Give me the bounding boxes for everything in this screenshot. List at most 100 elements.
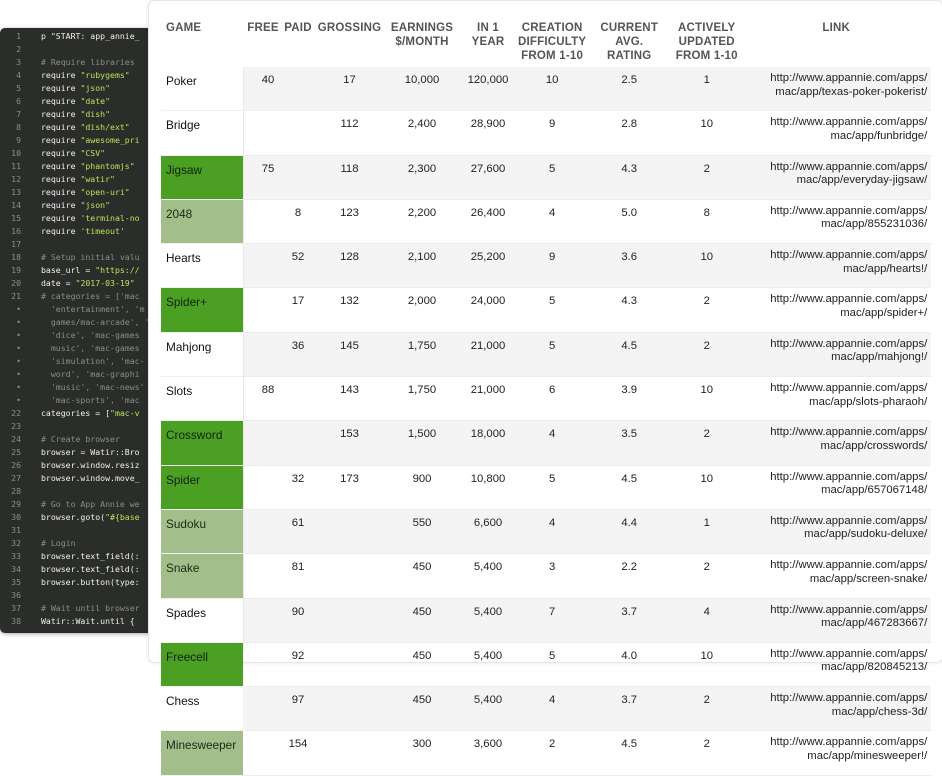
cell-link[interactable]: http://www.appannie.com/apps/mac/app/slo… (741, 376, 932, 422)
link-line[interactable]: http://www.appannie.com/apps/ (770, 337, 928, 350)
link-line[interactable]: http://www.appannie.com/apps/ (770, 426, 928, 439)
cell-link[interactable]: http://www.appannie.com/apps/mac/app/467… (741, 598, 932, 643)
cell-difficulty: 9 (518, 243, 587, 289)
code-line: 11 require "phantomjs" (0, 160, 150, 173)
cell-link[interactable]: http://www.appannie.com/apps/mac/app/cro… (741, 420, 932, 466)
link-line[interactable]: mac/app/hearts!/ (843, 262, 928, 275)
header-line: DIFFICULTY (518, 36, 587, 48)
link-line[interactable]: http://www.appannie.com/apps/ (770, 160, 928, 173)
line-number: 10 (11, 148, 21, 158)
code-line: • 'music', 'mac-news' (0, 381, 150, 394)
header-earnings: EARNINGS $/MONTH (386, 17, 458, 67)
code-token: "https:// (95, 265, 140, 275)
code-line: 2 (0, 43, 150, 56)
link-line[interactable]: mac/app/657067148/ (821, 484, 928, 497)
cell-updated: 2 (672, 553, 742, 599)
cell-link[interactable]: http://www.appannie.com/apps/mac/app/min… (741, 730, 932, 776)
link-line[interactable]: mac/app/texas-poker-pokerist/ (775, 85, 928, 98)
cell-difficulty: 5 (518, 155, 587, 200)
cell-link[interactable]: http://www.appannie.com/apps/mac/app/855… (741, 199, 932, 245)
link-line[interactable]: http://www.appannie.com/apps/ (770, 559, 928, 572)
table-row: 2048 8 123 2,200 26,400 4 5.0 8 http://www.appan… (161, 199, 932, 245)
line-number: • (16, 356, 21, 366)
link-line[interactable]: mac/app/crosswords/ (820, 439, 928, 452)
cell-rating: 3.7 (586, 686, 673, 732)
cell-grossing (313, 598, 386, 643)
cell-updated: 2 (672, 686, 742, 732)
header-game: GAME (166, 22, 202, 34)
cell-difficulty: 4 (518, 686, 587, 732)
link-line[interactable]: mac/app/855231036/ (821, 218, 928, 231)
cell-game: Sudoku (161, 509, 243, 555)
code-token: browser.goto( (41, 512, 106, 522)
code-line: 28 (0, 485, 150, 498)
line-number: • (16, 317, 21, 327)
link-line[interactable]: mac/app/funbridge/ (830, 129, 928, 142)
code-line: 5 require "json" (0, 82, 150, 95)
link-line[interactable]: http://www.appannie.com/apps/ (770, 603, 928, 616)
cell-link[interactable]: http://www.appannie.com/apps/mac/app/hea… (741, 243, 932, 289)
code-token: # categories = ['mac (41, 291, 140, 301)
link-line[interactable]: http://www.appannie.com/apps/ (770, 647, 928, 660)
code-line: 35 browser.button(type: (0, 576, 150, 589)
link-line[interactable]: http://www.appannie.com/apps/ (770, 470, 928, 483)
cell-link[interactable]: http://www.appannie.com/apps/mac/app/tex… (741, 67, 932, 112)
link-line[interactable]: http://www.appannie.com/apps/ (770, 514, 928, 527)
link-line[interactable]: mac/app/820845213/ (821, 661, 928, 674)
link-line[interactable]: http://www.appannie.com/apps/ (770, 293, 928, 306)
code-token: "awesome_pri (80, 135, 140, 145)
line-number: • (16, 395, 21, 405)
link-line[interactable]: mac/app/slots-pharaoh/ (809, 395, 928, 408)
code-token: require (41, 148, 81, 158)
link-line[interactable]: http://www.appannie.com/apps/ (770, 249, 928, 262)
line-number: 28 (11, 486, 21, 496)
link-line[interactable]: mac/app/chess-3d/ (831, 705, 928, 718)
link-line[interactable]: http://www.appannie.com/apps/ (770, 72, 928, 84)
link-line[interactable]: mac/app/467283667/ (821, 617, 928, 630)
table-row: Slots 88 143 1,750 21,000 6 3.9 10 http://www.ap… (161, 376, 932, 422)
code-token: 'terminal-no (80, 213, 140, 223)
cell-difficulty: 4 (518, 199, 587, 245)
link-line[interactable]: mac/app/mahjong!/ (831, 351, 928, 364)
cell-link[interactable]: http://www.appannie.com/apps/mac/app/scr… (741, 553, 932, 599)
cell-link[interactable]: http://www.appannie.com/apps/mac/app/820… (741, 642, 932, 688)
code-token: "open-uri" (80, 187, 130, 197)
cell-link[interactable]: http://www.appannie.com/apps/mac/app/spi… (741, 287, 932, 333)
code-token: categories = [ (41, 408, 111, 418)
link-line[interactable]: http://www.appannie.com/apps/ (770, 692, 928, 705)
cell-link[interactable]: http://www.appannie.com/apps/mac/app/fun… (741, 110, 932, 156)
link-line[interactable]: http://www.appannie.com/apps/ (770, 116, 928, 129)
link-line[interactable]: mac/app/minesweeper!/ (807, 749, 928, 762)
cell-updated: 1 (672, 509, 742, 555)
cell-difficulty: 4 (518, 509, 587, 555)
cell-earnings: 1,500 (386, 420, 458, 466)
line-number: 34 (11, 564, 21, 574)
cell-paid: 92 (283, 642, 313, 688)
cell-link[interactable]: http://www.appannie.com/apps/mac/app/che… (741, 686, 932, 732)
cell-in-1-year: 24,000 (458, 287, 518, 333)
code-token: require (41, 174, 81, 184)
code-token: # Wait until browser (41, 603, 140, 613)
cell-paid: 61 (283, 509, 313, 555)
code-line: 17 (0, 238, 150, 251)
code-line: 19 base_url = "https:// (0, 264, 150, 277)
cell-link[interactable]: http://www.appannie.com/apps/mac/app/sud… (741, 509, 932, 555)
cell-link[interactable]: http://www.appannie.com/apps/mac/app/eve… (741, 155, 932, 200)
link-line[interactable]: mac/app/screen-snake/ (809, 572, 928, 585)
link-line[interactable]: mac/app/everyday-jigsaw/ (796, 174, 928, 187)
code-token: require (41, 70, 81, 80)
link-line[interactable]: http://www.appannie.com/apps/ (770, 736, 928, 749)
table-row: Sudoku 61 550 6,600 4 4.4 1 http://www.appannie… (161, 509, 932, 555)
link-line[interactable]: mac/app/spider+/ (840, 306, 928, 319)
link-line[interactable]: http://www.appannie.com/apps/ (770, 204, 928, 217)
cell-difficulty: 5 (518, 465, 587, 510)
code-line: 12 require "watir" (0, 173, 150, 186)
cell-link[interactable]: http://www.appannie.com/apps/mac/app/657… (741, 465, 932, 510)
link-line[interactable]: http://www.appannie.com/apps/ (770, 382, 928, 395)
link-line[interactable]: mac/app/sudoku-deluxe/ (804, 528, 928, 541)
cell-free (243, 287, 283, 333)
cell-link[interactable]: http://www.appannie.com/apps/mac/app/mah… (741, 332, 932, 378)
code-token: "2017-03-19" (75, 278, 135, 288)
table-row: Mahjong 36 145 1,750 21,000 5 4.5 2 http://www.a… (161, 332, 932, 378)
